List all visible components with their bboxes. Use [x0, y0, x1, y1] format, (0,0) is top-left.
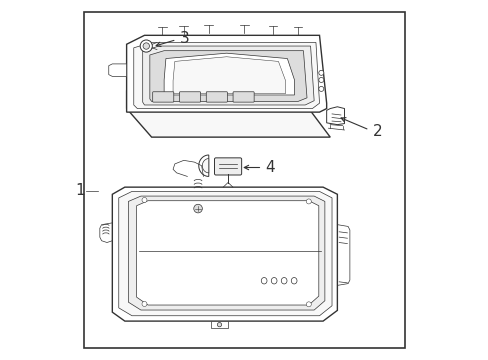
Ellipse shape	[261, 278, 266, 284]
Circle shape	[140, 40, 152, 52]
Circle shape	[318, 70, 323, 75]
Circle shape	[318, 77, 323, 82]
Polygon shape	[173, 57, 285, 94]
Circle shape	[318, 86, 323, 91]
Ellipse shape	[281, 278, 286, 284]
Polygon shape	[126, 109, 329, 137]
Polygon shape	[164, 53, 294, 95]
FancyBboxPatch shape	[179, 92, 200, 102]
Polygon shape	[326, 107, 344, 125]
Polygon shape	[199, 155, 208, 176]
Text: 1: 1	[75, 183, 84, 198]
Circle shape	[143, 43, 149, 49]
Circle shape	[217, 323, 221, 327]
Polygon shape	[126, 35, 326, 112]
Polygon shape	[134, 42, 319, 109]
Polygon shape	[126, 73, 308, 109]
Text: 3: 3	[179, 31, 189, 46]
FancyBboxPatch shape	[233, 92, 254, 102]
FancyBboxPatch shape	[214, 158, 241, 175]
Polygon shape	[142, 46, 313, 105]
Circle shape	[305, 199, 311, 204]
Ellipse shape	[271, 278, 276, 284]
Text: 2: 2	[372, 124, 382, 139]
Polygon shape	[112, 187, 337, 321]
Circle shape	[305, 302, 311, 307]
Polygon shape	[202, 158, 208, 173]
Circle shape	[142, 198, 147, 203]
Polygon shape	[210, 321, 228, 328]
Circle shape	[193, 204, 202, 213]
Polygon shape	[128, 196, 324, 310]
FancyBboxPatch shape	[152, 92, 173, 102]
Polygon shape	[108, 64, 126, 76]
Ellipse shape	[291, 278, 296, 284]
FancyBboxPatch shape	[206, 92, 227, 102]
Polygon shape	[149, 51, 306, 102]
Polygon shape	[119, 192, 331, 316]
Circle shape	[142, 301, 147, 306]
Polygon shape	[136, 201, 318, 305]
Text: 4: 4	[264, 160, 274, 175]
